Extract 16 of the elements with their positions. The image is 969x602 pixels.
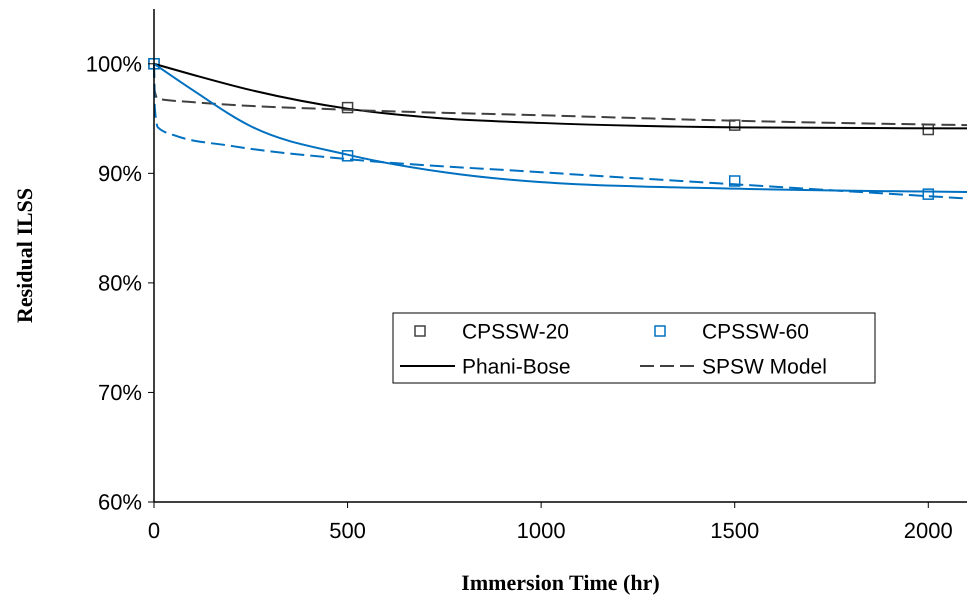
y-tick-label: 70% [98,380,142,406]
legend-label: SPSW Model [702,355,827,378]
y-tick-label: 100% [86,51,142,76]
x-tick-label: 500 [329,518,366,543]
legend-label: Phani-Bose [462,355,571,378]
x-tick-label: 2000 [904,518,953,543]
legend-label: CPSSW-20 [462,320,569,344]
y-tick-label: 80% [98,270,142,296]
legend-label: CPSSW-60 [702,320,809,344]
x-tick-label: 1000 [516,518,566,543]
y-axis-title: Residual ILSS [12,188,37,324]
y-tick-label: 90% [98,161,142,186]
y-tick-label: 60% [98,490,142,515]
x-tick-label: 1500 [710,518,760,543]
x-axis-title: Immersion Time (hr) [461,570,660,595]
x-tick-label: 0 [148,518,160,543]
